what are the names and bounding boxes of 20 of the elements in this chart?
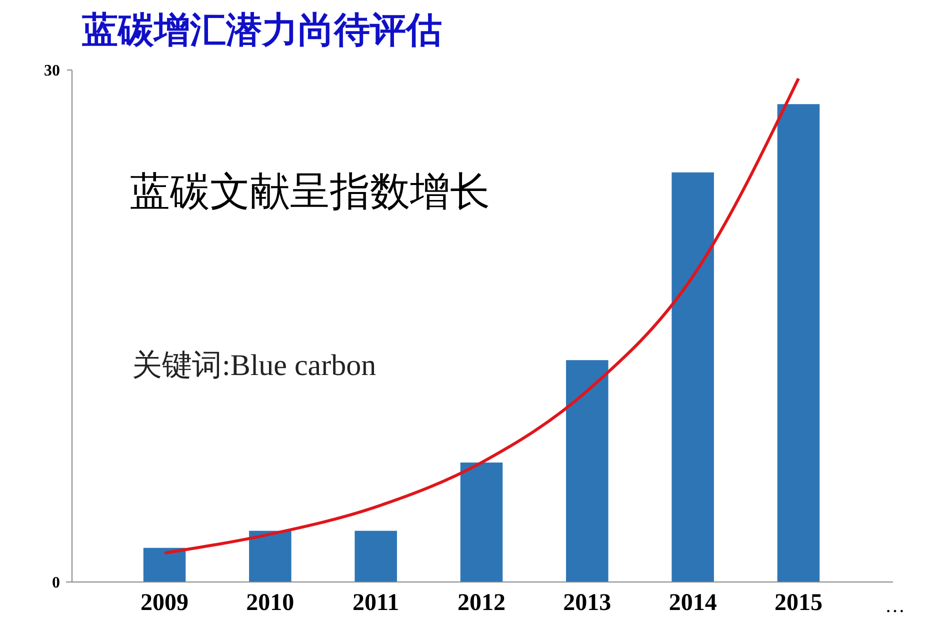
bar (143, 548, 186, 582)
x-tick-label: 2015 (774, 590, 822, 616)
bar (566, 360, 608, 582)
x-tick-label: 2011 (352, 590, 400, 616)
x-tick-label: 2014 (668, 590, 717, 616)
x-tick-label: 2010 (246, 590, 294, 616)
bar (249, 530, 292, 582)
annotation: 蓝碳文献呈指数增长 (130, 169, 490, 215)
annotation: 关键词:Blue carbon (132, 349, 376, 382)
x-tick-label: 2012 (458, 590, 506, 616)
y-tick-label: 30 (44, 62, 60, 80)
y-tick-label: 0 (52, 574, 60, 592)
text: … (885, 595, 905, 617)
bar (354, 530, 397, 582)
chart-title: 蓝碳增汇潜力尚待评估 (82, 10, 442, 51)
x-tick-label: 2009 (140, 590, 189, 616)
bar (777, 104, 820, 582)
x-tick-label: 2013 (563, 590, 612, 616)
bar (460, 462, 503, 582)
bar (672, 172, 714, 582)
